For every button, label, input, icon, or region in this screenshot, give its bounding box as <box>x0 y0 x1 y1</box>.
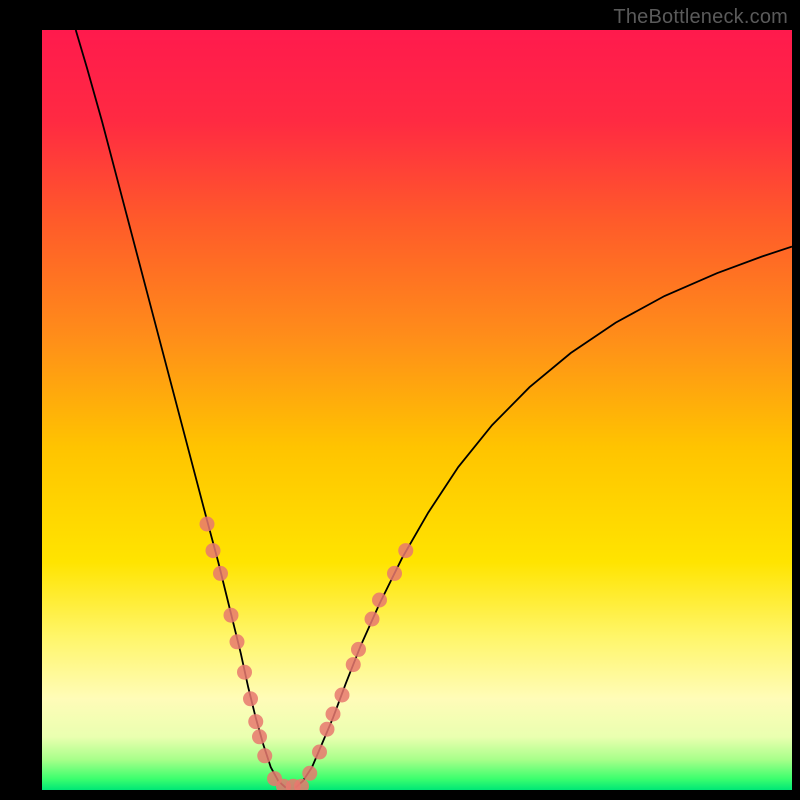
chart-container: TheBottleneck.com <box>0 0 800 800</box>
data-marker <box>257 748 272 763</box>
data-marker <box>398 543 413 558</box>
data-marker <box>248 714 263 729</box>
curves-layer <box>42 30 792 790</box>
watermark-text: TheBottleneck.com <box>613 6 788 29</box>
data-marker <box>387 566 402 581</box>
right-curve <box>296 247 793 788</box>
data-marker <box>346 657 361 672</box>
data-marker <box>302 766 317 781</box>
data-marker <box>224 608 239 623</box>
markers-group <box>200 517 414 791</box>
data-marker <box>326 707 341 722</box>
data-marker <box>320 722 335 737</box>
plot-area <box>42 30 792 790</box>
data-marker <box>230 634 245 649</box>
left-curve <box>76 30 286 788</box>
data-marker <box>252 729 267 744</box>
data-marker <box>200 517 215 532</box>
data-marker <box>237 665 252 680</box>
data-marker <box>312 745 327 760</box>
data-marker <box>351 642 366 657</box>
data-marker <box>372 593 387 608</box>
data-marker <box>206 543 221 558</box>
data-marker <box>365 612 380 627</box>
data-marker <box>213 566 228 581</box>
data-marker <box>243 691 258 706</box>
data-marker <box>335 688 350 703</box>
